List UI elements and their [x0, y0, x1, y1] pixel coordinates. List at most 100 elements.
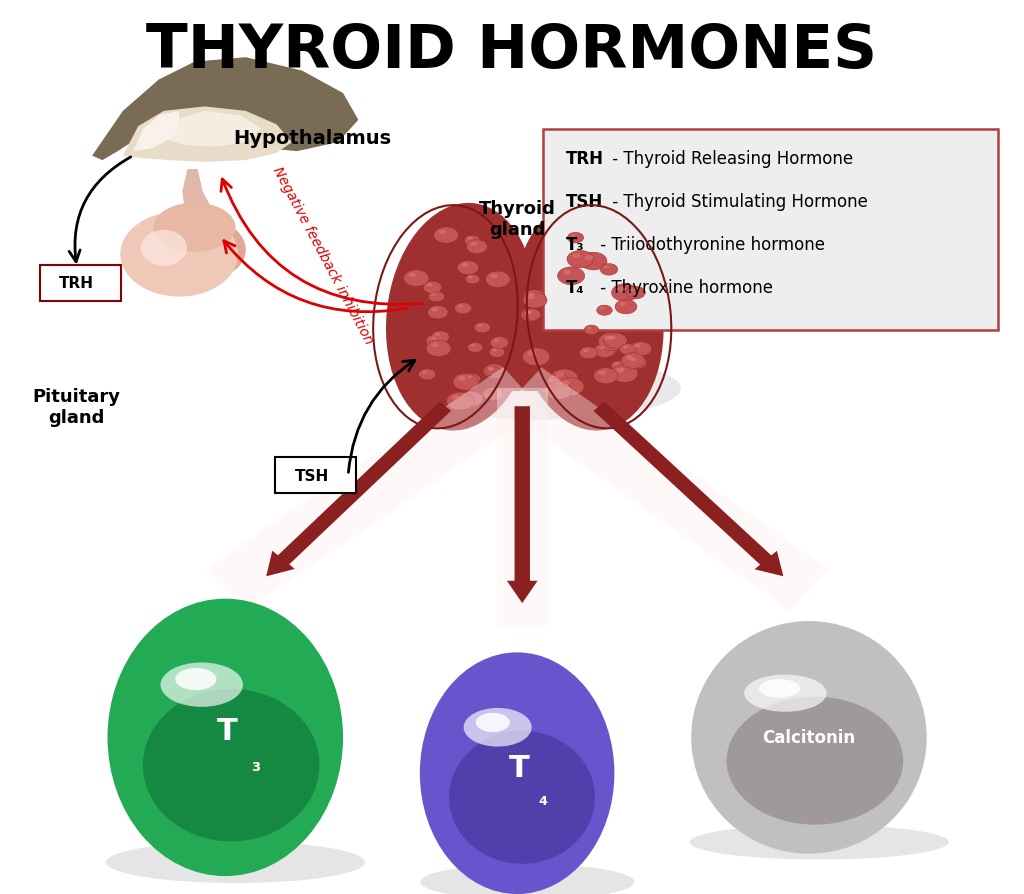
- Text: Pituitary
gland: Pituitary gland: [33, 387, 121, 426]
- Ellipse shape: [452, 396, 460, 401]
- Ellipse shape: [611, 361, 627, 372]
- Ellipse shape: [563, 271, 571, 275]
- Ellipse shape: [556, 373, 564, 377]
- Ellipse shape: [468, 343, 483, 353]
- Ellipse shape: [759, 679, 800, 698]
- Ellipse shape: [430, 337, 436, 341]
- Ellipse shape: [105, 841, 366, 883]
- Text: - Triiodothyronine hormone: - Triiodothyronine hormone: [595, 235, 825, 254]
- FancyArrow shape: [507, 407, 538, 603]
- Ellipse shape: [556, 378, 584, 396]
- Ellipse shape: [551, 382, 556, 385]
- Ellipse shape: [154, 204, 236, 252]
- Ellipse shape: [584, 325, 599, 335]
- FancyArrow shape: [207, 367, 541, 611]
- Ellipse shape: [608, 336, 615, 341]
- Ellipse shape: [527, 296, 535, 299]
- Ellipse shape: [583, 350, 589, 352]
- Text: T₄: T₄: [566, 278, 585, 296]
- Ellipse shape: [603, 266, 609, 269]
- Ellipse shape: [466, 240, 487, 254]
- Ellipse shape: [630, 289, 636, 292]
- FancyArrow shape: [266, 402, 452, 577]
- Ellipse shape: [600, 265, 617, 276]
- Ellipse shape: [586, 256, 594, 260]
- FancyBboxPatch shape: [275, 458, 356, 493]
- Ellipse shape: [550, 385, 558, 390]
- Ellipse shape: [545, 382, 572, 400]
- Ellipse shape: [744, 675, 826, 712]
- Ellipse shape: [464, 708, 531, 746]
- Ellipse shape: [547, 380, 566, 392]
- Ellipse shape: [623, 346, 628, 349]
- Ellipse shape: [143, 689, 319, 841]
- Text: THYROID HORMONES: THYROID HORMONES: [146, 22, 878, 81]
- Ellipse shape: [690, 824, 949, 860]
- Ellipse shape: [559, 382, 577, 393]
- Ellipse shape: [620, 302, 626, 307]
- Ellipse shape: [483, 388, 503, 401]
- Ellipse shape: [431, 293, 436, 297]
- Text: - Thyroid Stimulating Hormone: - Thyroid Stimulating Hormone: [607, 193, 868, 211]
- Ellipse shape: [630, 342, 651, 357]
- Ellipse shape: [610, 366, 638, 383]
- Ellipse shape: [572, 254, 581, 258]
- FancyArrow shape: [503, 368, 828, 611]
- Ellipse shape: [525, 311, 531, 315]
- Text: TRH: TRH: [566, 150, 604, 168]
- Ellipse shape: [420, 864, 635, 894]
- Ellipse shape: [614, 363, 618, 366]
- Ellipse shape: [627, 356, 646, 369]
- Ellipse shape: [467, 376, 472, 379]
- FancyBboxPatch shape: [40, 266, 121, 301]
- Ellipse shape: [550, 369, 578, 388]
- Ellipse shape: [420, 653, 614, 894]
- Ellipse shape: [599, 371, 606, 375]
- Ellipse shape: [600, 308, 604, 310]
- Ellipse shape: [486, 390, 493, 393]
- Text: Hypothalamus: Hypothalamus: [233, 129, 391, 148]
- Text: T₃: T₃: [566, 235, 585, 254]
- Ellipse shape: [458, 261, 478, 275]
- Text: ₄: ₄: [539, 788, 548, 808]
- Ellipse shape: [423, 282, 442, 294]
- Polygon shape: [159, 112, 261, 148]
- Ellipse shape: [493, 350, 497, 352]
- Text: Calcitonin: Calcitonin: [763, 729, 855, 746]
- Ellipse shape: [458, 305, 463, 308]
- Ellipse shape: [483, 365, 505, 379]
- Ellipse shape: [548, 375, 569, 389]
- Text: TRH: TRH: [59, 276, 94, 291]
- Ellipse shape: [514, 204, 664, 431]
- Text: T: T: [509, 753, 529, 781]
- Ellipse shape: [403, 271, 429, 287]
- Ellipse shape: [631, 358, 637, 362]
- Ellipse shape: [465, 394, 472, 399]
- Ellipse shape: [386, 204, 536, 431]
- Polygon shape: [92, 58, 358, 161]
- Ellipse shape: [622, 353, 645, 369]
- Ellipse shape: [562, 381, 570, 386]
- Text: Thyroid
gland: Thyroid gland: [478, 199, 556, 239]
- Ellipse shape: [184, 224, 246, 277]
- Ellipse shape: [431, 343, 438, 348]
- Ellipse shape: [587, 327, 592, 330]
- Ellipse shape: [485, 272, 510, 288]
- Ellipse shape: [598, 333, 627, 351]
- Ellipse shape: [567, 233, 584, 244]
- Ellipse shape: [490, 274, 498, 279]
- Ellipse shape: [522, 349, 550, 367]
- Ellipse shape: [428, 306, 449, 320]
- Ellipse shape: [594, 368, 617, 384]
- Ellipse shape: [485, 367, 500, 376]
- Polygon shape: [182, 170, 210, 219]
- Ellipse shape: [428, 291, 444, 302]
- Ellipse shape: [487, 367, 495, 371]
- Text: - Thyroxine hormone: - Thyroxine hormone: [595, 278, 773, 296]
- Ellipse shape: [141, 231, 186, 266]
- Ellipse shape: [552, 377, 558, 381]
- Ellipse shape: [446, 392, 474, 410]
- Ellipse shape: [521, 308, 542, 322]
- Ellipse shape: [427, 284, 432, 287]
- FancyArrow shape: [497, 389, 548, 626]
